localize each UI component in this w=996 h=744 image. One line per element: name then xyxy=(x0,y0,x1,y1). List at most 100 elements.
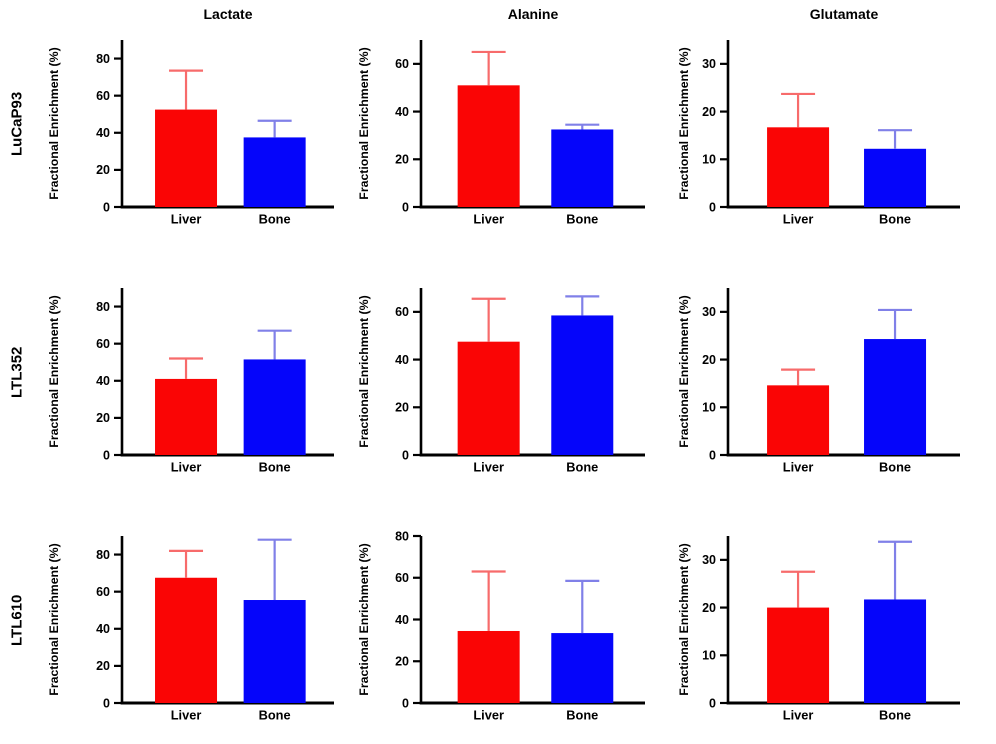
y-tick-label: 80 xyxy=(96,300,110,314)
y-tick-label: 20 xyxy=(96,659,110,673)
y-tick-label: 30 xyxy=(702,553,716,567)
y-tick-label: 10 xyxy=(702,649,716,663)
y-axis-label: Fractional Enrichment (%) xyxy=(677,47,691,199)
bar-bone xyxy=(243,359,306,455)
chart-ltl610-alanine: Fractional Enrichment (%) 0 20 40 60 80 Liver B… xyxy=(355,496,676,744)
chart-svg: Fractional Enrichment (%) 0 10 20 30 Liver Bon… xyxy=(677,536,960,723)
column-title-lactate: Lactate xyxy=(203,6,253,22)
y-tick-label: 10 xyxy=(702,401,716,415)
y-tick-label: 60 xyxy=(395,571,409,585)
plot-lucap93-alanine: Fractional Enrichment (%) 0 20 40 60 Liver Bon… xyxy=(355,0,676,248)
x-category-label-liver: Liver xyxy=(171,212,202,227)
y-axis-label: Fractional Enrichment (%) xyxy=(677,543,691,695)
bar-liver xyxy=(155,378,218,455)
y-tick-label: 0 xyxy=(103,696,110,710)
bar-liver xyxy=(457,85,520,207)
column-title-glutamate: Glutamate xyxy=(809,6,879,22)
y-tick-label: 80 xyxy=(96,52,110,66)
y-tick-label: 80 xyxy=(395,529,409,543)
y-tick-label: 60 xyxy=(96,585,110,599)
y-tick-label: 20 xyxy=(702,105,716,119)
bar-liver xyxy=(155,109,218,207)
chart-lucap93-glutamate: Fractional Enrichment (%) 0 10 20 30 Liver Bon… xyxy=(676,0,996,248)
plot-ltl352-lactate: Fractional Enrichment (%) 0 20 40 60 80 Liver B… xyxy=(34,248,355,496)
x-category-label-liver: Liver xyxy=(783,460,814,475)
x-category-label-bone: Bone xyxy=(879,460,911,475)
y-axis-label: Fractional Enrichment (%) xyxy=(47,47,61,199)
chart-svg: Fractional Enrichment (%) 0 20 40 60 80 Liver B… xyxy=(357,529,645,723)
bar-bone xyxy=(551,129,614,207)
y-tick-label: 30 xyxy=(702,305,716,319)
y-tick-label: 40 xyxy=(395,105,409,119)
row-label-lucap93: LuCaP93 xyxy=(8,91,26,157)
chart-ltl610-glutamate: Fractional Enrichment (%) 0 10 20 30 Liver Bon… xyxy=(676,496,996,744)
y-tick-label: 20 xyxy=(395,153,409,167)
plot-ltl610-lactate: Fractional Enrichment (%) 0 20 40 60 80 Liver B… xyxy=(34,496,355,744)
bar-bone xyxy=(243,137,306,207)
y-tick-label: 0 xyxy=(709,696,716,710)
bar-bone xyxy=(551,633,614,703)
y-axis-label: Fractional Enrichment (%) xyxy=(357,295,371,447)
bar-liver xyxy=(767,385,830,455)
x-category-label-liver: Liver xyxy=(171,708,202,723)
y-tick-label: 20 xyxy=(96,411,110,425)
y-tick-label: 60 xyxy=(395,305,409,319)
y-axis-label: Fractional Enrichment (%) xyxy=(47,543,61,695)
chart-svg: Fractional Enrichment (%) 0 20 40 60 80 Liver B… xyxy=(47,536,334,723)
y-tick-label: 0 xyxy=(709,448,716,462)
row-label-ltl610: LTL610 xyxy=(8,594,26,646)
bar-liver xyxy=(767,127,830,207)
y-tick-label: 60 xyxy=(395,57,409,71)
chart-lucap93-lactate: Fractional Enrichment (%) 0 20 40 60 80 Liver B… xyxy=(34,0,355,248)
x-category-label-bone: Bone xyxy=(259,460,291,475)
y-tick-label: 20 xyxy=(96,163,110,177)
x-category-label-bone: Bone xyxy=(566,708,598,723)
figure-row-ltl352: LTL352 Fractional Enrichment (%) 0 20 40 60 8… xyxy=(0,248,996,496)
chart-svg: Fractional Enrichment (%) 0 20 40 60 Liver Bon… xyxy=(357,288,645,475)
chart-ltl352-lactate: Fractional Enrichment (%) 0 20 40 60 80 Liver B… xyxy=(34,248,355,496)
bar-bone xyxy=(243,600,306,703)
plot-lucap93-lactate: Fractional Enrichment (%) 0 20 40 60 80 Liver B… xyxy=(34,0,355,248)
bar-bone xyxy=(864,339,927,455)
y-tick-label: 20 xyxy=(702,601,716,615)
y-tick-label: 60 xyxy=(96,89,110,103)
bar-bone xyxy=(551,315,614,455)
x-category-label-bone: Bone xyxy=(566,460,598,475)
x-category-label-bone: Bone xyxy=(879,708,911,723)
chart-svg: Fractional Enrichment (%) 0 20 40 60 80 Liver B… xyxy=(47,40,334,227)
plot-ltl610-alanine: Fractional Enrichment (%) 0 20 40 60 80 Liver B… xyxy=(355,496,676,744)
chart-svg: Fractional Enrichment (%) 0 20 40 60 Liver Bon… xyxy=(357,40,645,227)
y-tick-label: 60 xyxy=(96,337,110,351)
y-tick-label: 30 xyxy=(702,57,716,71)
chart-svg: Fractional Enrichment (%) 0 20 40 60 80 Liver B… xyxy=(47,288,334,475)
bar-bone xyxy=(864,599,927,703)
bar-liver xyxy=(767,607,830,703)
y-tick-label: 0 xyxy=(402,696,409,710)
bar-liver xyxy=(457,630,520,703)
y-axis-label: Fractional Enrichment (%) xyxy=(677,295,691,447)
x-category-label-bone: Bone xyxy=(259,708,291,723)
x-category-label-bone: Bone xyxy=(259,212,291,227)
y-axis-label: Fractional Enrichment (%) xyxy=(357,47,371,199)
y-tick-label: 20 xyxy=(395,655,409,669)
chart-ltl352-alanine: Fractional Enrichment (%) 0 20 40 60 Liver Bon… xyxy=(355,248,676,496)
row-label-ltl352: LTL352 xyxy=(8,346,26,398)
x-category-label-bone: Bone xyxy=(879,212,911,227)
x-category-label-bone: Bone xyxy=(566,212,598,227)
x-category-label-liver: Liver xyxy=(473,212,504,227)
x-category-label-liver: Liver xyxy=(473,708,504,723)
y-axis-label: Fractional Enrichment (%) xyxy=(47,295,61,447)
y-tick-label: 0 xyxy=(402,448,409,462)
plot-ltl610-glutamate: Fractional Enrichment (%) 0 10 20 30 Liver Bon… xyxy=(676,496,996,744)
y-tick-label: 40 xyxy=(96,126,110,140)
plot-ltl352-glutamate: Fractional Enrichment (%) 0 10 20 30 Liver Bon… xyxy=(676,248,996,496)
column-title-alanine: Alanine xyxy=(507,6,559,22)
y-tick-label: 20 xyxy=(702,353,716,367)
x-category-label-liver: Liver xyxy=(171,460,202,475)
y-tick-label: 10 xyxy=(702,153,716,167)
y-tick-label: 0 xyxy=(709,200,716,214)
y-tick-label: 0 xyxy=(103,448,110,462)
chart-svg: Fractional Enrichment (%) 0 10 20 30 Liver Bon… xyxy=(677,288,960,475)
x-category-label-liver: Liver xyxy=(783,708,814,723)
y-tick-label: 40 xyxy=(96,374,110,388)
